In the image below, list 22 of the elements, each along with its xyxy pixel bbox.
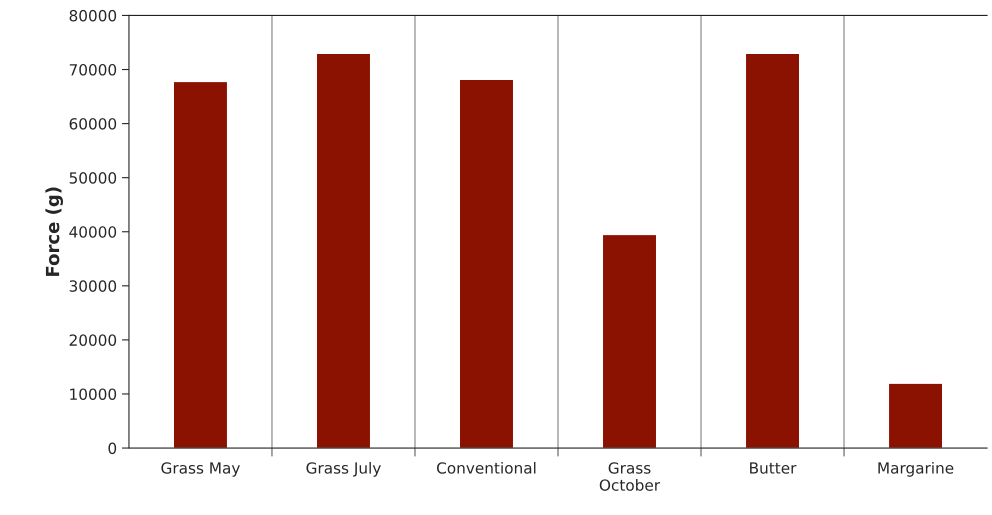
bar [172,80,228,448]
x-tick-label: Grass May [161,462,240,477]
y-tick-label: 40000 [69,226,116,238]
y-tick-label: 70000 [70,64,116,76]
bar [888,382,944,448]
y-tick-label: 60000 [70,118,116,130]
x-tick-label: Margarine [878,462,954,477]
bar [744,52,800,448]
x-tick-label: Butter [750,462,796,474]
y-tick-label: 30000 [70,280,116,292]
y-tick-label: 10000 [70,388,116,400]
y-tick-label: 0 [108,442,116,454]
y-axis-title: Force (g) [45,188,63,276]
y-tick-label: 50000 [70,172,116,184]
y-tick-label: 20000 [70,334,116,346]
x-tick-label: Grass October [600,462,660,491]
bar [602,234,658,448]
bar [458,78,514,448]
y-tick-label: 80000 [70,10,116,22]
x-tick-label: Conventional [437,462,536,474]
x-tick-label: Grass July [306,462,381,477]
bar [316,52,372,448]
